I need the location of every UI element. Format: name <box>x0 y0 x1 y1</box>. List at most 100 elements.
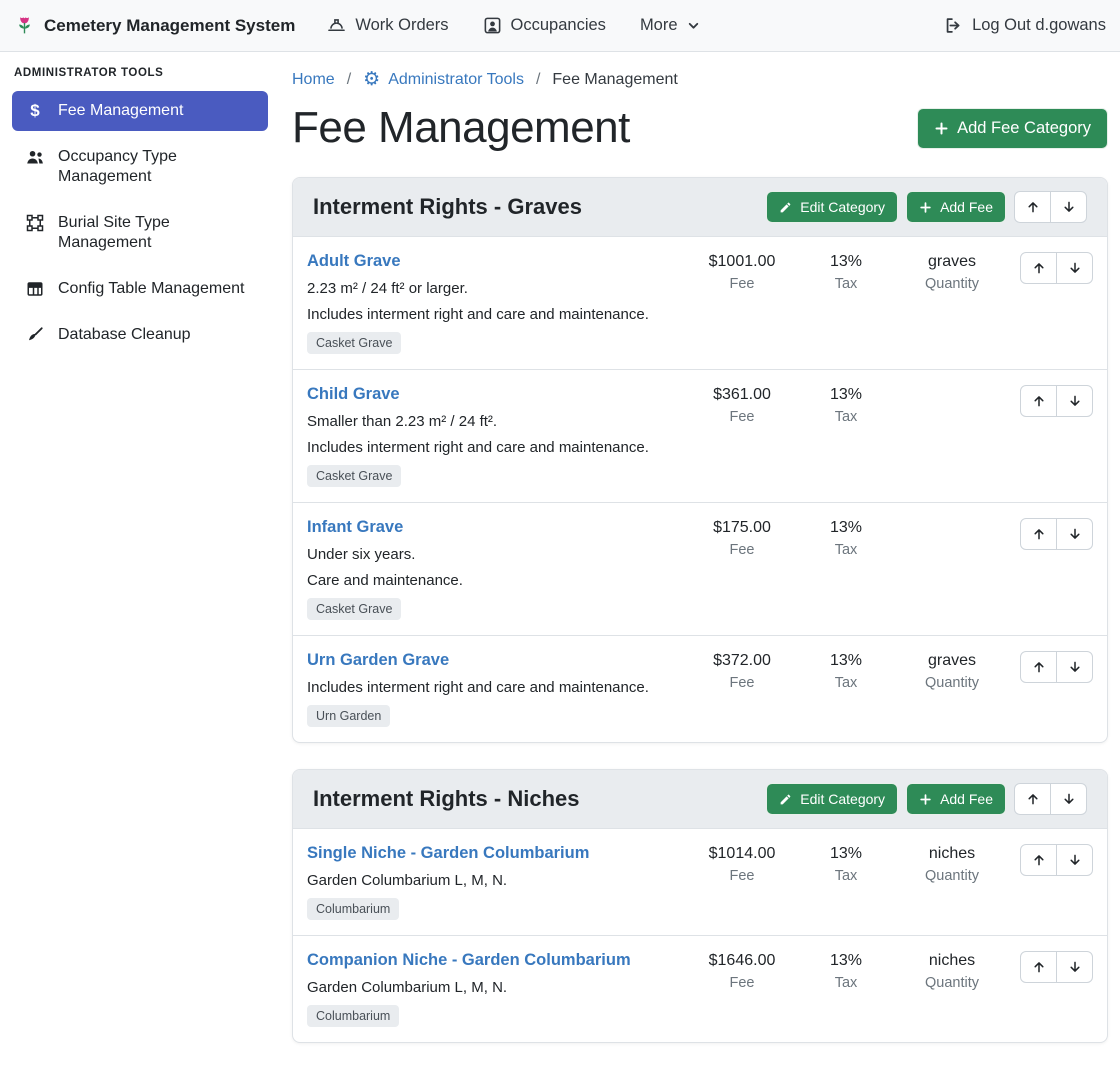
fee-reorder-buttons <box>1020 385 1093 417</box>
fee-quantity-label: Quantity <box>894 868 1010 884</box>
move-category-down-button[interactable] <box>1050 783 1087 815</box>
plus-icon <box>919 793 932 806</box>
add-fee-label: Add Fee <box>940 199 993 215</box>
sidebar-item-occupancy-type[interactable]: Occupancy Type Management <box>12 137 268 197</box>
app-brand[interactable]: Cemetery Management System <box>14 15 295 36</box>
fee-tax-col: 13% Tax <box>798 518 894 558</box>
add-fee-button[interactable]: Add Fee <box>906 783 1006 815</box>
fee-amount: $1646.00 <box>686 952 798 970</box>
main-content: Home / ⚙ Administrator Tools / Fee Manag… <box>280 52 1120 1069</box>
sidebar-item-label: Config Table Management <box>58 279 245 299</box>
fee-info: Companion Niche - Garden Columbarium Gar… <box>307 951 686 1027</box>
breadcrumb: Home / ⚙ Administrator Tools / Fee Manag… <box>292 66 1108 89</box>
fee-name-link[interactable]: Single Niche - Garden Columbarium <box>307 844 589 863</box>
fee-category-card: Interment Rights - Niches Edit Category … <box>292 769 1108 1043</box>
move-fee-down-button[interactable] <box>1056 651 1093 683</box>
move-fee-up-button[interactable] <box>1020 385 1057 417</box>
fee-amount-label: Fee <box>686 276 798 292</box>
vector-square-icon <box>24 214 46 232</box>
fee-tax-col: 13% Tax <box>798 844 894 884</box>
fee-name-link[interactable]: Infant Grave <box>307 518 403 537</box>
fee-tax-label: Tax <box>798 276 894 292</box>
fee-amount: $372.00 <box>686 652 798 670</box>
fee-tax-col: 13% Tax <box>798 252 894 292</box>
breadcrumb-admin-tools-link[interactable]: ⚙ Administrator Tools <box>363 70 524 89</box>
add-fee-button[interactable]: Add Fee <box>906 191 1006 223</box>
dollar-icon: $ <box>24 102 46 119</box>
fee-name-link[interactable]: Adult Grave <box>307 252 401 271</box>
sidebar-item-label: Fee Management <box>58 101 183 121</box>
fee-name-link[interactable]: Companion Niche - Garden Columbarium <box>307 951 631 970</box>
fee-quantity: graves <box>894 253 1010 271</box>
nav-more[interactable]: More <box>640 16 700 35</box>
logout-button[interactable]: Log Out d.gowans <box>944 16 1106 35</box>
gear-icon: ⚙ <box>363 70 380 89</box>
sidebar-item-fee-management[interactable]: $ Fee Management <box>12 91 268 131</box>
nav-occupancies[interactable]: Occupancies <box>483 16 606 35</box>
fee-type-badge: Casket Grave <box>307 465 401 487</box>
category-reorder-buttons <box>1014 783 1087 815</box>
fee-amount: $1014.00 <box>686 845 798 863</box>
broom-icon <box>24 326 46 344</box>
pencil-icon <box>779 793 792 806</box>
fee-amount-label: Fee <box>686 868 798 884</box>
add-fee-category-label: Add Fee Category <box>957 119 1091 138</box>
fee-name-link[interactable]: Urn Garden Grave <box>307 651 449 670</box>
move-fee-up-button[interactable] <box>1020 651 1057 683</box>
logout-label: Log Out d.gowans <box>972 16 1106 35</box>
category-reorder-buttons <box>1014 191 1087 223</box>
move-fee-up-button[interactable] <box>1020 252 1057 284</box>
fee-tax: 13% <box>798 652 894 670</box>
fee-quantity-label: Quantity <box>894 675 1010 691</box>
fee-row: Urn Garden Grave Includes interment righ… <box>293 636 1107 742</box>
admin-sidebar: Administrator Tools $ Fee Management Occ… <box>0 52 280 361</box>
fee-tax-label: Tax <box>798 868 894 884</box>
hard-hat-icon <box>327 16 346 35</box>
fee-category-card: Interment Rights - Graves Edit Category … <box>292 177 1108 743</box>
add-fee-category-button[interactable]: Add Fee Category <box>917 108 1108 149</box>
edit-category-button[interactable]: Edit Category <box>766 191 898 223</box>
fee-row: Single Niche - Garden Columbarium Garden… <box>293 829 1107 936</box>
move-fee-down-button[interactable] <box>1056 252 1093 284</box>
sidebar-item-burial-site-type[interactable]: Burial Site Type Management <box>12 203 268 263</box>
fee-quantity-col <box>894 385 1010 386</box>
fee-description: 2.23 m² / 24 ft² or larger. <box>307 280 680 297</box>
nav-links: Work Orders Occupancies More <box>327 16 699 35</box>
breadcrumb-admin-tools-label: Administrator Tools <box>388 71 524 89</box>
fee-amount: $1001.00 <box>686 253 798 271</box>
sidebar-item-database-cleanup[interactable]: Database Cleanup <box>12 315 268 355</box>
breadcrumb-current: Fee Management <box>552 71 677 89</box>
nav-work-orders[interactable]: Work Orders <box>327 16 448 35</box>
fee-reorder-buttons <box>1020 518 1093 550</box>
move-fee-down-button[interactable] <box>1056 385 1093 417</box>
table-icon <box>24 280 46 298</box>
move-fee-down-button[interactable] <box>1056 518 1093 550</box>
move-category-up-button[interactable] <box>1014 783 1051 815</box>
fee-description: Garden Columbarium L, M, N. <box>307 872 680 889</box>
fee-quantity-col: niches Quantity <box>894 951 1010 991</box>
plus-icon <box>934 121 949 136</box>
fee-info: Adult Grave 2.23 m² / 24 ft² or larger. … <box>307 252 686 354</box>
sidebar-item-label: Burial Site Type Management <box>58 213 256 253</box>
move-category-down-button[interactable] <box>1050 191 1087 223</box>
fee-row: Companion Niche - Garden Columbarium Gar… <box>293 936 1107 1042</box>
fee-reorder-buttons <box>1020 651 1093 683</box>
fee-name-link[interactable]: Child Grave <box>307 385 400 404</box>
fee-quantity-label: Quantity <box>894 276 1010 292</box>
fee-info: Child Grave Smaller than 2.23 m² / 24 ft… <box>307 385 686 487</box>
fee-tax-col: 13% Tax <box>798 385 894 425</box>
move-category-up-button[interactable] <box>1014 191 1051 223</box>
edit-category-label: Edit Category <box>800 791 885 807</box>
edit-category-button[interactable]: Edit Category <box>766 783 898 815</box>
move-fee-up-button[interactable] <box>1020 518 1057 550</box>
fee-description: Care and maintenance. <box>307 572 680 589</box>
category-header: Interment Rights - Graves Edit Category … <box>293 178 1107 237</box>
move-fee-up-button[interactable] <box>1020 951 1057 983</box>
fee-amount-label: Fee <box>686 542 798 558</box>
sidebar-item-config-table[interactable]: Config Table Management <box>12 269 268 309</box>
category-header: Interment Rights - Niches Edit Category … <box>293 770 1107 829</box>
breadcrumb-home-link[interactable]: Home <box>292 71 335 89</box>
move-fee-down-button[interactable] <box>1056 844 1093 876</box>
move-fee-up-button[interactable] <box>1020 844 1057 876</box>
move-fee-down-button[interactable] <box>1056 951 1093 983</box>
